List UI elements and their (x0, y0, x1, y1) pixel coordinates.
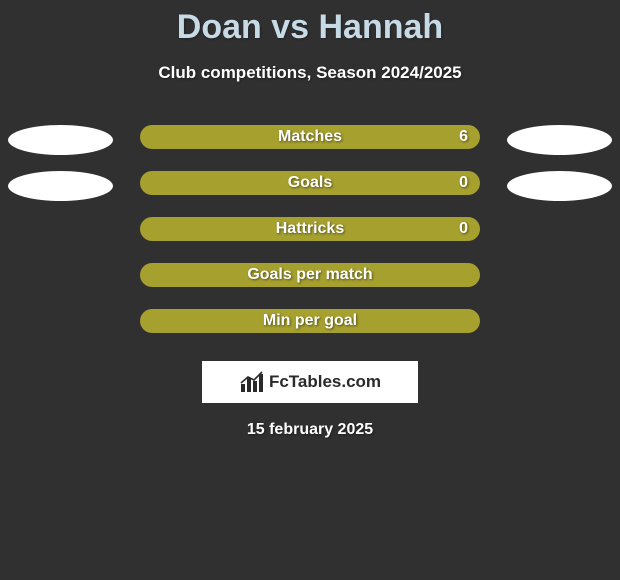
stat-row: Min per goal (0, 305, 620, 351)
player-left-marker (8, 171, 113, 201)
stat-label: Min per goal (263, 312, 357, 330)
stat-value: 0 (459, 174, 468, 192)
stat-row: Goals per match (0, 259, 620, 305)
stat-bar: Min per goal (140, 309, 480, 333)
stat-value: 0 (459, 220, 468, 238)
bars-chart-icon (239, 370, 263, 394)
stat-label: Goals (288, 174, 332, 192)
player-right-marker (507, 125, 612, 155)
date-label: 15 february 2025 (0, 421, 620, 439)
stat-label: Goals per match (247, 266, 372, 284)
stat-label: Hattricks (276, 220, 344, 238)
logo-text: FcTables.com (269, 372, 381, 392)
stat-bar: Goals 0 (140, 171, 480, 195)
logo-box[interactable]: FcTables.com (202, 361, 418, 403)
stat-value: 6 (459, 128, 468, 146)
player-left-marker (8, 125, 113, 155)
page-title: Doan vs Hannah (0, 0, 620, 47)
stat-rows: Matches 6 Goals 0 Hattricks 0 Goals per match M… (0, 121, 620, 351)
stat-label: Matches (278, 128, 342, 146)
comparison-widget: Doan vs Hannah Club competitions, Season… (0, 0, 620, 439)
stat-bar: Goals per match (140, 263, 480, 287)
stat-row: Goals 0 (0, 167, 620, 213)
stat-row: Matches 6 (0, 121, 620, 167)
stat-row: Hattricks 0 (0, 213, 620, 259)
subtitle: Club competitions, Season 2024/2025 (0, 63, 620, 83)
stat-bar: Hattricks 0 (140, 217, 480, 241)
stat-bar: Matches 6 (140, 125, 480, 149)
player-right-marker (507, 171, 612, 201)
